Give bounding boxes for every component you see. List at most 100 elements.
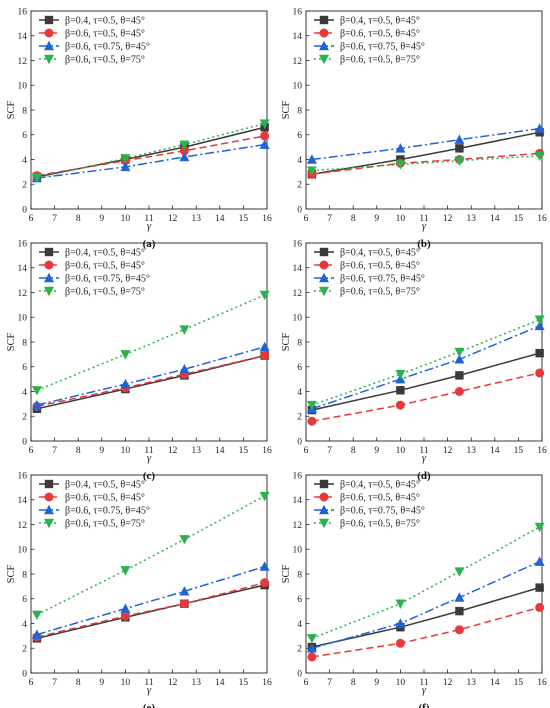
y-tick-label: 14 [18, 264, 28, 274]
y-tick-label: 4 [22, 388, 27, 398]
data-point [31, 399, 42, 410]
legend-marker [319, 54, 329, 65]
data-point [534, 151, 545, 161]
x-tick-label: 9 [374, 678, 379, 688]
x-axis-label: γ [422, 221, 427, 232]
y-tick-label: 2 [297, 645, 302, 655]
x-tick-label: 11 [144, 446, 153, 456]
legend-marker [44, 479, 54, 489]
legend-label: β=0.6, τ=0.5, θ=75° [340, 287, 420, 298]
y-tick-label: 6 [297, 595, 302, 605]
data-point [31, 173, 42, 184]
data-point [120, 603, 131, 613]
data-point [454, 134, 465, 144]
data-point [454, 387, 464, 396]
data-point [454, 354, 465, 364]
x-tick-label: 13 [191, 446, 201, 456]
x-tick-label: 12 [443, 214, 453, 224]
data-point [259, 341, 270, 352]
y-tick-label: 14 [293, 264, 303, 274]
x-tick-label: 6 [304, 678, 309, 688]
legend-label: β=0.6, τ=0.75, θ=45° [340, 42, 425, 53]
y-tick-label: 16 [293, 471, 303, 481]
y-tick-label: 10 [18, 314, 28, 324]
data-point [307, 652, 317, 662]
data-point [259, 290, 270, 301]
x-tick-label: 13 [191, 678, 201, 688]
x-tick-label: 14 [490, 446, 500, 456]
y-axis-label: SCF [6, 101, 17, 120]
legend-label: β=0.6, τ=0.5, θ=75° [65, 287, 145, 298]
legend-label: β=0.4, τ=0.5, θ=45° [340, 16, 420, 27]
series-line [36, 143, 265, 179]
data-point [179, 146, 189, 156]
x-tick-label: 6 [304, 446, 309, 456]
x-tick-label: 7 [327, 214, 332, 224]
x-tick-label: 16 [262, 446, 272, 456]
y-tick-label: 14 [18, 496, 28, 506]
legend-marker [44, 504, 54, 515]
data-point [120, 378, 131, 389]
y-tick-label: 16 [18, 471, 28, 481]
legend-label: β=0.4, τ=0.5, θ=45° [340, 248, 420, 259]
data-point [120, 611, 130, 621]
x-tick-label: 11 [419, 446, 428, 456]
panel-label: (d) [417, 470, 431, 482]
y-tick-label: 8 [22, 570, 27, 580]
data-point [395, 618, 406, 628]
x-tick-label: 10 [396, 446, 406, 456]
panel-label: (b) [417, 238, 431, 250]
legend-label: β=0.6, τ=0.5, θ=45° [340, 29, 420, 40]
x-tick-label: 6 [304, 214, 309, 224]
legend-marker [319, 479, 329, 489]
x-tick-label: 6 [29, 678, 34, 688]
x-tick-label: 12 [443, 678, 453, 688]
y-tick-label: 8 [22, 338, 27, 348]
x-tick-label: 7 [327, 446, 332, 456]
data-point [454, 347, 465, 358]
legend-label: β=0.6, τ=0.75, θ=45° [65, 274, 150, 285]
x-tick-label: 9 [99, 214, 104, 224]
data-point [454, 567, 465, 577]
legend-label: β=0.6, τ=0.5, θ=45° [65, 493, 145, 504]
data-point [120, 350, 131, 360]
x-tick-label: 8 [351, 446, 356, 456]
y-tick-label: 8 [297, 338, 302, 348]
legend-marker [319, 272, 329, 283]
data-point [535, 368, 545, 378]
x-tick-label: 16 [537, 678, 547, 688]
legend-label: β=0.4, τ=0.5, θ=45° [340, 480, 420, 491]
legend-marker [319, 15, 329, 25]
data-point [31, 386, 42, 396]
data-point [307, 416, 317, 426]
data-point [260, 351, 270, 361]
data-point [395, 143, 406, 153]
x-tick-label: 15 [514, 678, 524, 688]
x-tick-label: 14 [215, 214, 225, 224]
legend-marker [44, 272, 54, 283]
data-point [395, 638, 405, 648]
series-line [311, 352, 540, 411]
x-tick-label: 16 [537, 446, 547, 456]
legend-label: β=0.6, τ=0.5, θ=45° [65, 261, 145, 272]
panel-label: (c) [143, 470, 156, 482]
y-axis-label: SCF [281, 101, 292, 120]
data-point [259, 491, 270, 502]
y-tick-label: 4 [297, 620, 302, 630]
x-tick-label: 15 [239, 446, 249, 456]
data-point [306, 400, 317, 411]
y-axis-label: SCF [6, 333, 17, 352]
x-tick-label: 16 [262, 678, 272, 688]
x-tick-label: 11 [419, 678, 428, 688]
data-point [306, 154, 317, 164]
data-point [31, 629, 42, 639]
data-point [534, 320, 545, 331]
chart-panel: 6 7 8 9 10 11 12 13 14 15 16 0 2 4 6 8 10 12 14 16 γ SCF β=0.4… [281, 239, 547, 482]
x-axis-label: γ [422, 685, 427, 696]
series-line [36, 294, 265, 391]
x-tick-label: 10 [121, 678, 131, 688]
data-point [535, 348, 544, 358]
y-tick-label: 6 [22, 595, 27, 605]
legend-label: β=0.4, τ=0.5, θ=45° [65, 480, 145, 491]
x-tick-label: 12 [168, 678, 178, 688]
